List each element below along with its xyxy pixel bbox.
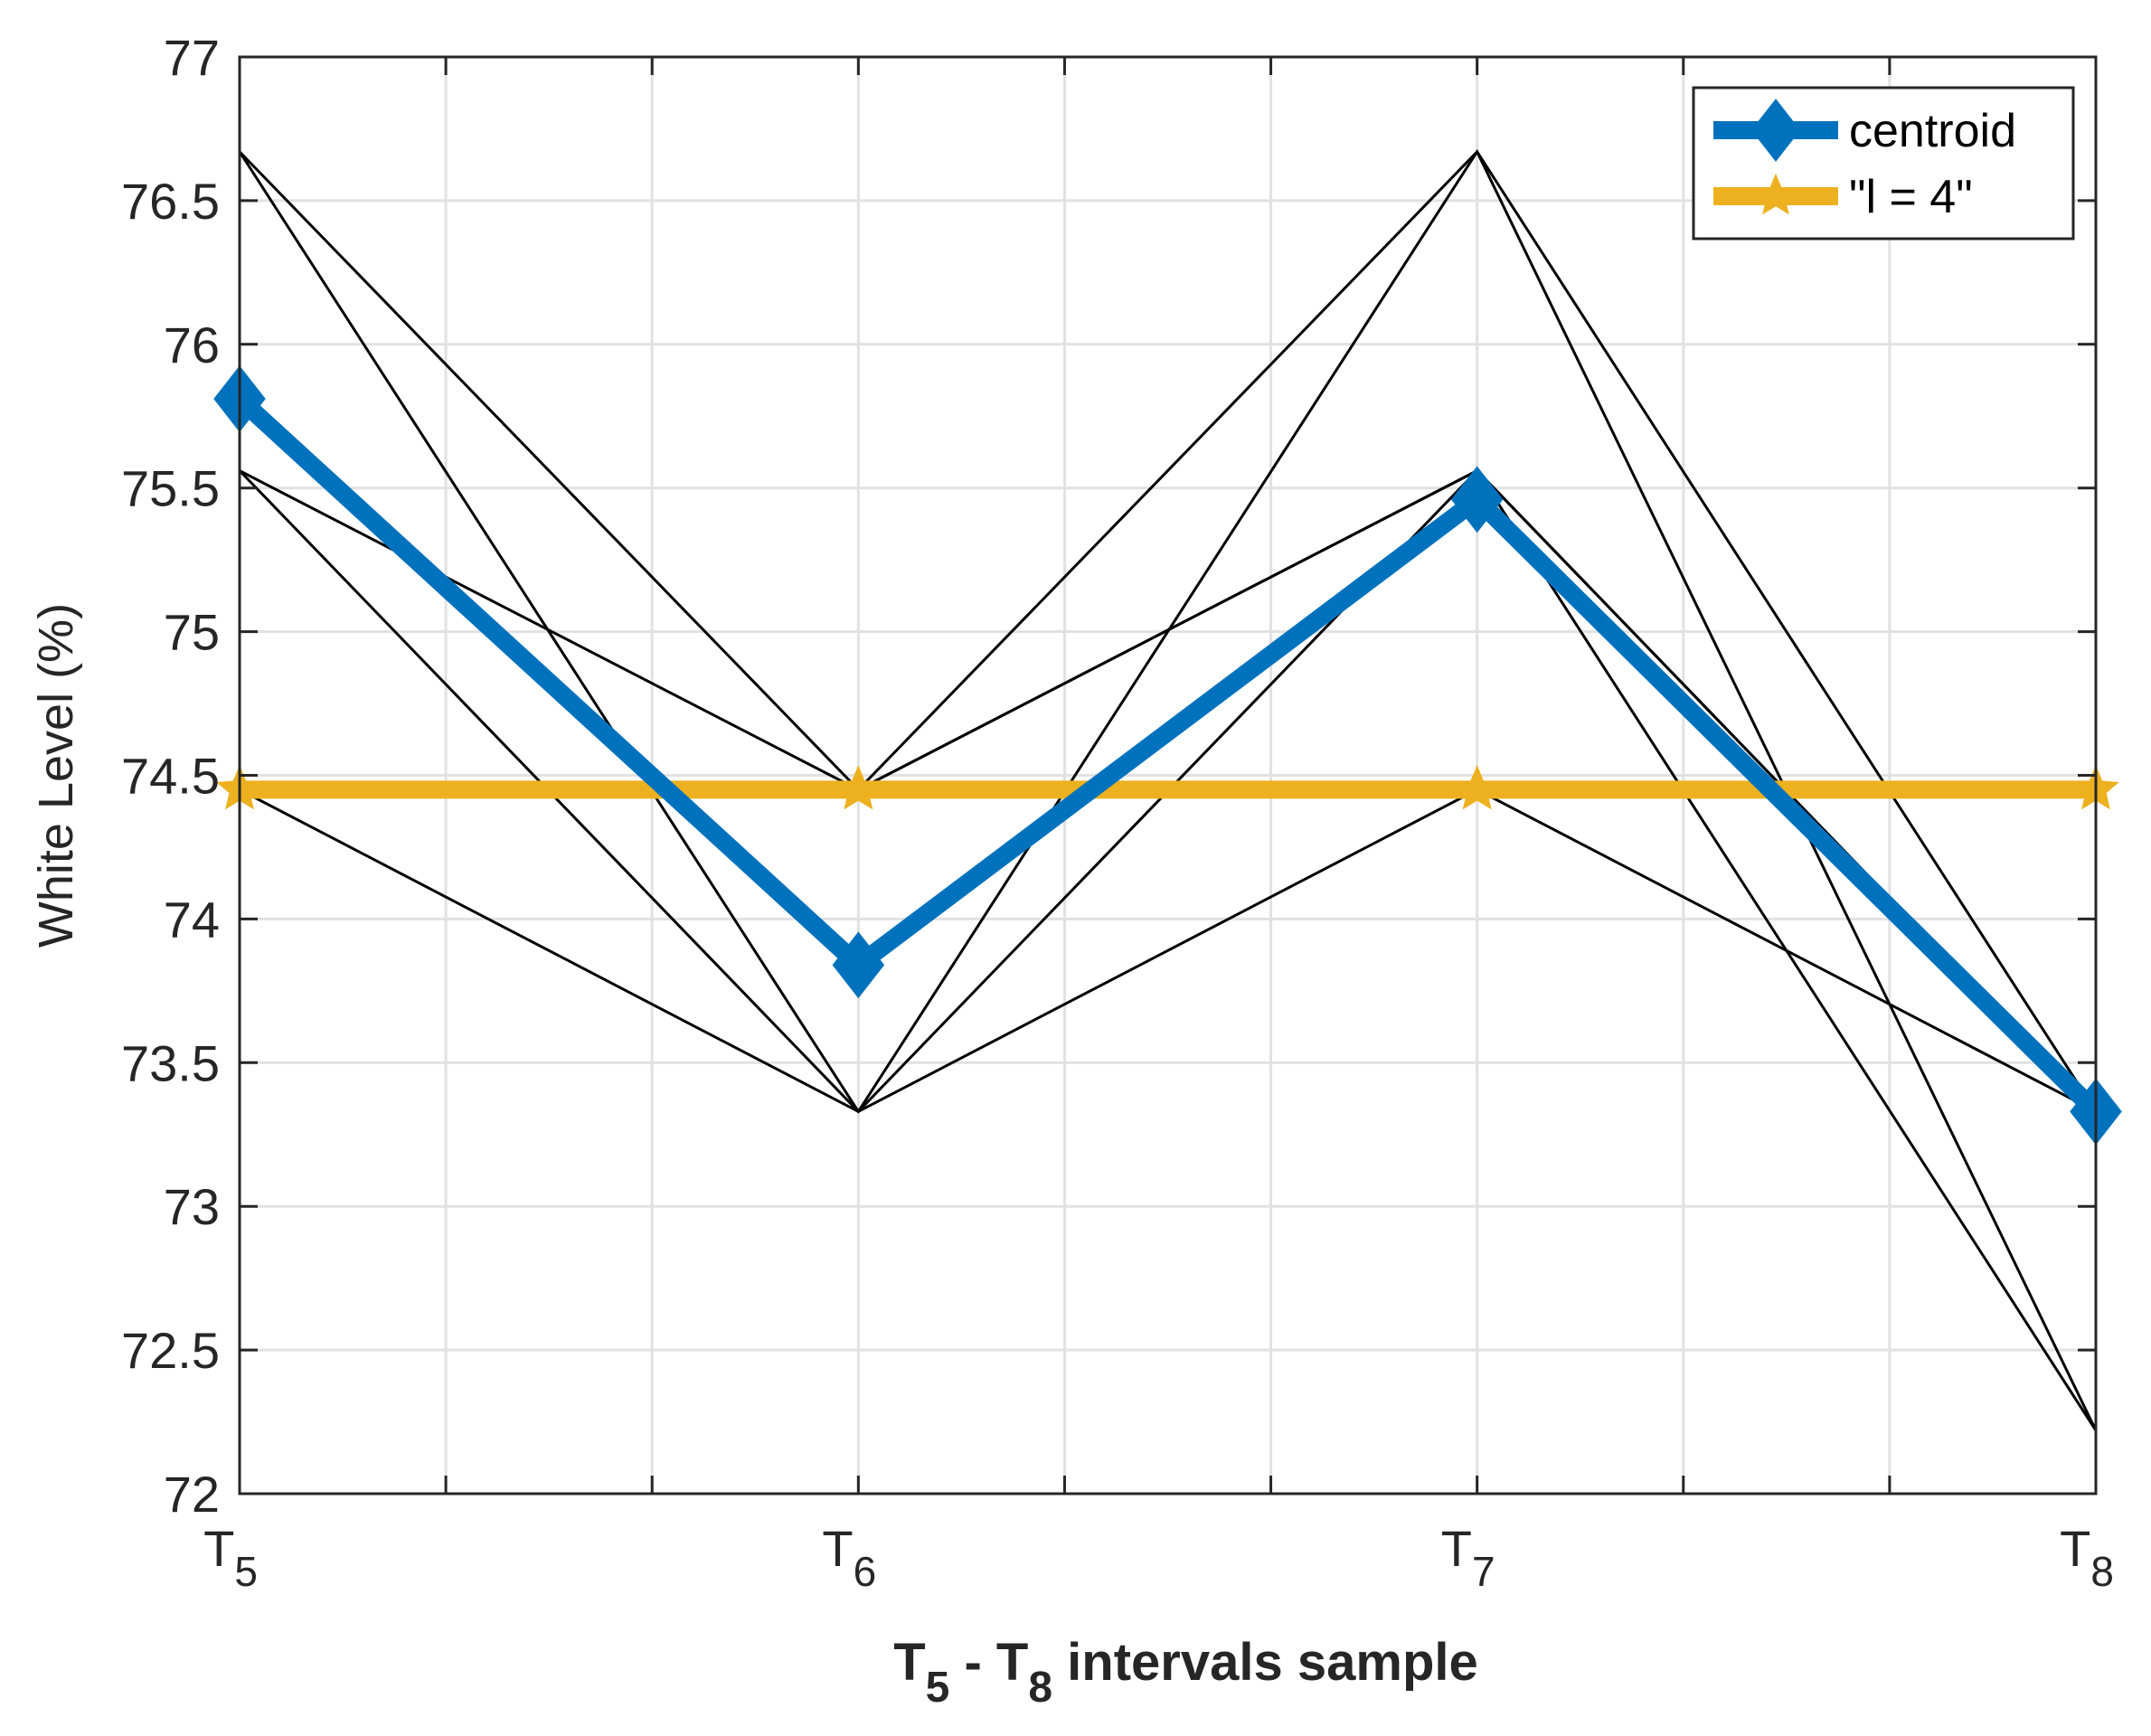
y-axis-label: White Level (%) (29, 603, 83, 948)
series-layer (213, 365, 2122, 1146)
legend-label: centroid (1849, 105, 2016, 157)
data-point-diamond (832, 931, 885, 999)
y-tick-label: 72.5 (121, 1322, 220, 1379)
legend-marker-star (1754, 173, 1797, 215)
y-tick-label: 73 (164, 1178, 220, 1235)
legend-entry-l-4: "l = 4" (1713, 171, 1973, 223)
data-point-star (1453, 765, 1501, 810)
x-tick-label: T6 (822, 1520, 876, 1595)
y-tick-label: 72 (164, 1466, 220, 1523)
data-point-diamond (1450, 466, 1504, 533)
y-tick-label: 75.5 (121, 460, 220, 517)
y-tick-label: 74.5 (121, 748, 220, 805)
legend: centroid "l = 4" (1692, 86, 2075, 241)
y-tick-label: 73.5 (121, 1034, 220, 1091)
legend-marker-diamond (1750, 99, 1801, 162)
legend-entry-centroid: centroid (1713, 99, 2016, 162)
y-tick-label: 74 (164, 891, 220, 948)
legend-box (1692, 86, 2075, 241)
y-tick-label: 75 (164, 604, 220, 661)
x-tick-label: T8 (2060, 1520, 2114, 1595)
x-tick-label: T7 (1441, 1520, 1495, 1595)
tick-labels-layer: 72 72.5 73 73.5 74 74.5 75 75.5 76 76.5 77 T5 T6 T7 T8 (121, 29, 2114, 1595)
data-point-star (835, 765, 882, 810)
x-tick-label: T5 (203, 1520, 258, 1595)
legend-label: "l = 4" (1849, 171, 1973, 223)
y-tick-label: 76 (164, 316, 220, 373)
x-axis-label: T5 - T8 intervals sample (893, 1633, 1478, 1712)
y-tick-label: 77 (164, 29, 220, 86)
axes-layer (238, 55, 2098, 1495)
series-line (233, 392, 2103, 1118)
y-tick-label: 76.5 (121, 173, 220, 230)
